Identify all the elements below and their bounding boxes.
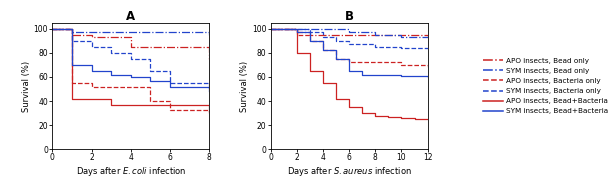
Title: A: A	[126, 10, 135, 23]
X-axis label: Days after $\it{S. aureus}$ infection: Days after $\it{S. aureus}$ infection	[287, 165, 411, 178]
X-axis label: Days after $\it{E. coli}$ infection: Days after $\it{E. coli}$ infection	[76, 165, 186, 178]
Title: B: B	[344, 10, 354, 23]
Legend: APO insects, Bead only, SYM insects, Bead only, APO insects, Bacteria only, SYM : APO insects, Bead only, SYM insects, Bea…	[483, 58, 608, 114]
Y-axis label: Survival (%): Survival (%)	[240, 60, 249, 112]
Y-axis label: Survival (%): Survival (%)	[22, 60, 31, 112]
